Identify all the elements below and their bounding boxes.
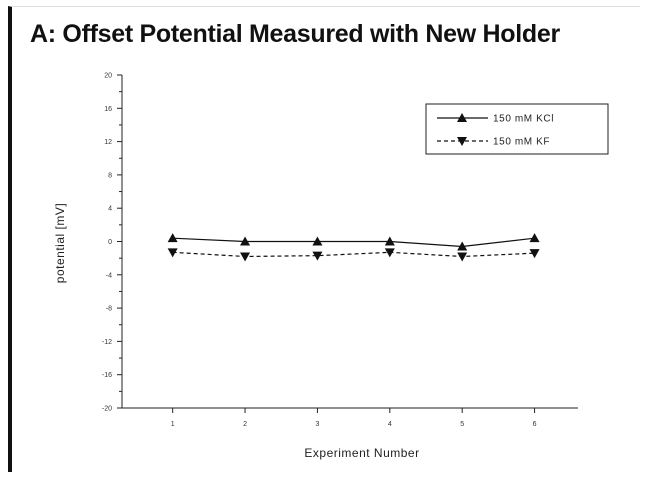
y-tick-label: -20 [102, 406, 112, 413]
y-tick-label: -12 [102, 339, 112, 346]
data-point-up-triangle [240, 236, 251, 246]
data-point-down-triangle [529, 249, 540, 259]
x-tick-label: 2 [243, 421, 247, 428]
legend-label: 150 mM KF [493, 137, 550, 148]
x-tick-label: 5 [460, 421, 464, 428]
x-tick-label: 6 [533, 421, 537, 428]
data-point-down-triangle [167, 248, 178, 258]
y-tick-label: -4 [106, 272, 112, 279]
data-point-up-triangle [167, 233, 178, 243]
y-tick-label: 0 [108, 239, 112, 246]
data-point-up-triangle [312, 236, 323, 246]
data-point-up-triangle [529, 233, 540, 243]
y-ticks: -20 -16 -12 -8 -4 0 4 8 12 16 20 [102, 73, 122, 413]
legend-box [425, 103, 609, 155]
y-tick-label: -8 [106, 306, 112, 313]
legend-marker-down-triangle [457, 137, 467, 146]
y-axis-title: potential [mV] [53, 203, 67, 283]
legend: 150 mM KCl 150 mM KF [425, 103, 609, 155]
x-axis-title: Experiment Number [304, 446, 419, 460]
figure-frame [8, 6, 640, 472]
data-point-down-triangle [240, 252, 251, 262]
x-tick-label: 3 [315, 421, 319, 428]
legend-marker-up-triangle [457, 113, 467, 122]
series-line [172, 251, 535, 258]
y-tick-label: 4 [108, 206, 112, 213]
y-tick-label: 20 [104, 73, 112, 80]
series-line [172, 237, 535, 248]
data-point-up-triangle [457, 241, 468, 251]
legend-label: 150 mM KCl [493, 114, 554, 125]
y-tick-label: 8 [108, 172, 112, 179]
data-point-down-triangle [312, 251, 323, 261]
x-ticks: 1 2 3 4 5 6 [171, 408, 537, 428]
x-tick-label: 1 [171, 421, 175, 428]
chart-title: A: Offset Potential Measured with New Ho… [30, 20, 560, 48]
y-tick-label: 12 [104, 139, 112, 146]
y-tick-label: 16 [104, 106, 112, 113]
x-tick-label: 4 [388, 421, 392, 428]
data-point-up-triangle [384, 236, 395, 246]
data-point-down-triangle [384, 248, 395, 258]
data-point-down-triangle [457, 252, 468, 262]
series-layer [167, 233, 540, 262]
y-tick-label: -16 [102, 372, 112, 379]
